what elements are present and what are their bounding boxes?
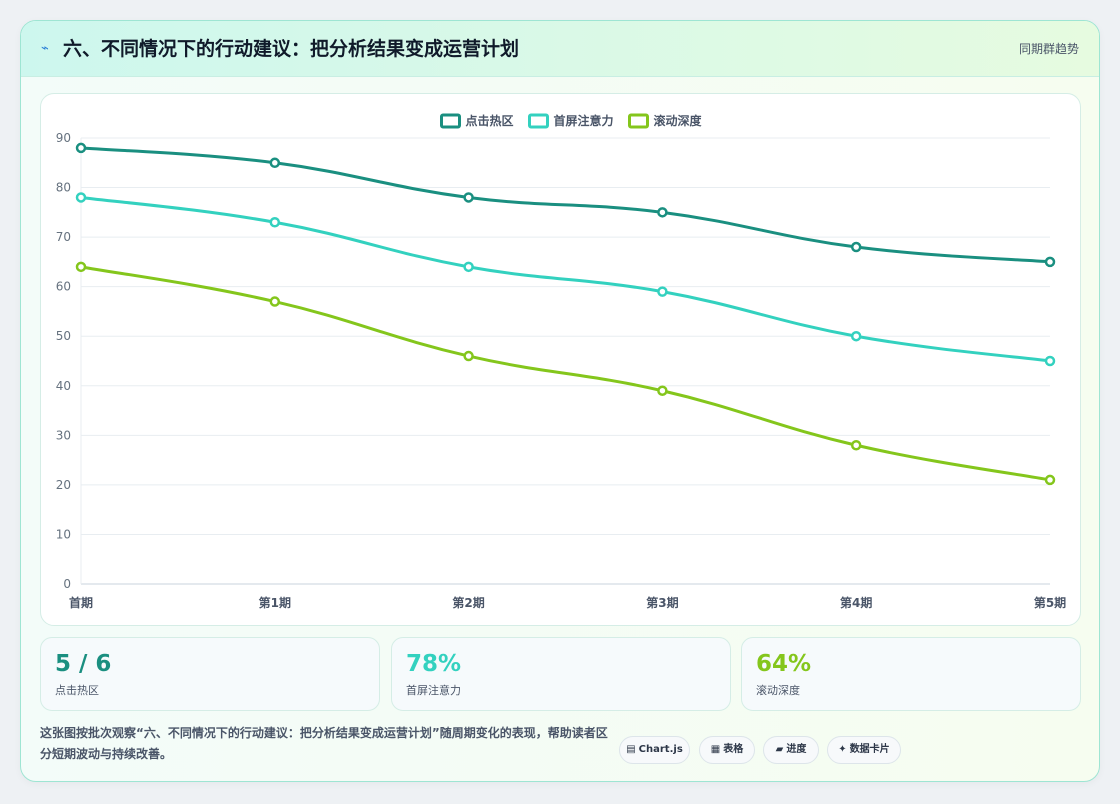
data-point — [269, 296, 281, 307]
stat-card-scroll-depth: 64% 滚动深度 — [741, 637, 1081, 711]
chip-label: Chart.js — [638, 744, 683, 755]
data-point — [1044, 355, 1056, 367]
chip-label: 数据卡片 — [849, 744, 890, 755]
y-tick-label: 0 — [63, 577, 71, 591]
legend-swatch — [440, 113, 461, 129]
data-point — [850, 241, 862, 253]
y-tick-label: 50 — [56, 329, 71, 343]
y-tick-label: 60 — [56, 280, 71, 294]
data-point — [75, 142, 87, 154]
chip-data-card[interactable]: ✦ 数据卡片 — [827, 736, 901, 764]
x-tick-label: 第5期 — [1034, 595, 1066, 610]
header-tag: 同期群趋势 — [1018, 42, 1079, 56]
progress-icon: ▰ — [775, 744, 784, 755]
data-point — [75, 261, 87, 273]
data-point — [463, 261, 474, 273]
data-point — [850, 439, 862, 451]
chip-table[interactable]: ▦ 表格 — [699, 736, 755, 764]
x-tick-label: 第3期 — [646, 595, 678, 610]
x-tick-label: 首期 — [69, 595, 93, 610]
report-card: ⌁ 六、不同情况下的行动建议：把分析结果变成运营计划 同期群趋势 0 10 20 30… — [20, 20, 1100, 782]
stat-card-click-heat: 5 / 6 点击热区 — [40, 637, 380, 711]
page-title: 六、不同情况下的行动建议：把分析结果变成运营计划 — [63, 38, 520, 60]
stat-value: 78% — [406, 651, 462, 677]
chip-progress[interactable]: ▰ 进度 — [763, 736, 819, 764]
stat-label: 点击热区 — [55, 684, 99, 697]
card-header: ⌁ 六、不同情况下的行动建议：把分析结果变成运营计划 同期群趋势 — [21, 21, 1099, 77]
x-tick-label: 第2期 — [452, 595, 484, 610]
legend-label: 滚动深度 — [654, 113, 703, 128]
series-line — [79, 146, 1052, 264]
data-point — [1044, 256, 1056, 268]
data-point — [269, 157, 281, 169]
card-icon: ✦ — [838, 744, 847, 755]
data-point — [75, 192, 87, 203]
x-tick-label: 第4期 — [840, 595, 872, 610]
legend-swatch — [628, 113, 649, 129]
data-point — [463, 192, 474, 203]
chip-chartjs[interactable]: ▤ Chart.js — [619, 736, 690, 764]
data-point — [269, 216, 281, 228]
stat-label: 首屏注意力 — [406, 684, 461, 697]
stat-value: 5 / 6 — [55, 651, 112, 677]
chip-label: 进度 — [786, 744, 807, 755]
legend-swatch — [528, 113, 549, 129]
stat-value: 64% — [756, 651, 812, 677]
stat-card-first-screen: 78% 首屏注意力 — [391, 637, 731, 711]
line-chart: 0 10 20 30 40 50 60 70 80 90 首期 第1期 第2期 第3期 第4期 第5期 点击热区… — [56, 113, 1066, 610]
y-tick-label: 20 — [56, 478, 71, 492]
spark-icon: ⌁ — [41, 41, 49, 56]
y-tick-label: 70 — [56, 230, 71, 244]
series-line — [79, 195, 1052, 363]
legend-label: 点击热区 — [466, 113, 514, 128]
data-point — [1044, 474, 1056, 486]
data-point — [657, 286, 668, 297]
y-tick-label: 40 — [56, 379, 71, 393]
data-point — [463, 350, 474, 362]
chip-label: 表格 — [723, 744, 744, 755]
chart-panel: 0 10 20 30 40 50 60 70 80 90 首期 第1期 第2期 第3期 第4期 第5期 点击热区… — [40, 93, 1081, 626]
table-icon: ▦ — [710, 744, 721, 755]
chart-description: 这张图按批次观察“六、不同情况下的行动建议：把分析结果变成运营计划”随周期变化的… — [40, 726, 608, 761]
stat-label: 滚动深度 — [756, 684, 800, 697]
data-point — [657, 207, 668, 218]
series-line — [79, 265, 1052, 482]
y-tick-label: 90 — [56, 131, 71, 145]
data-point — [657, 385, 668, 396]
x-tick-label: 第1期 — [259, 595, 291, 610]
chart-icon: ▤ — [626, 744, 636, 755]
data-point — [850, 330, 862, 342]
legend-label: 首屏注意力 — [554, 113, 614, 128]
y-tick-label: 10 — [56, 527, 71, 541]
y-tick-label: 80 — [56, 181, 71, 195]
y-tick-label: 30 — [56, 428, 71, 442]
